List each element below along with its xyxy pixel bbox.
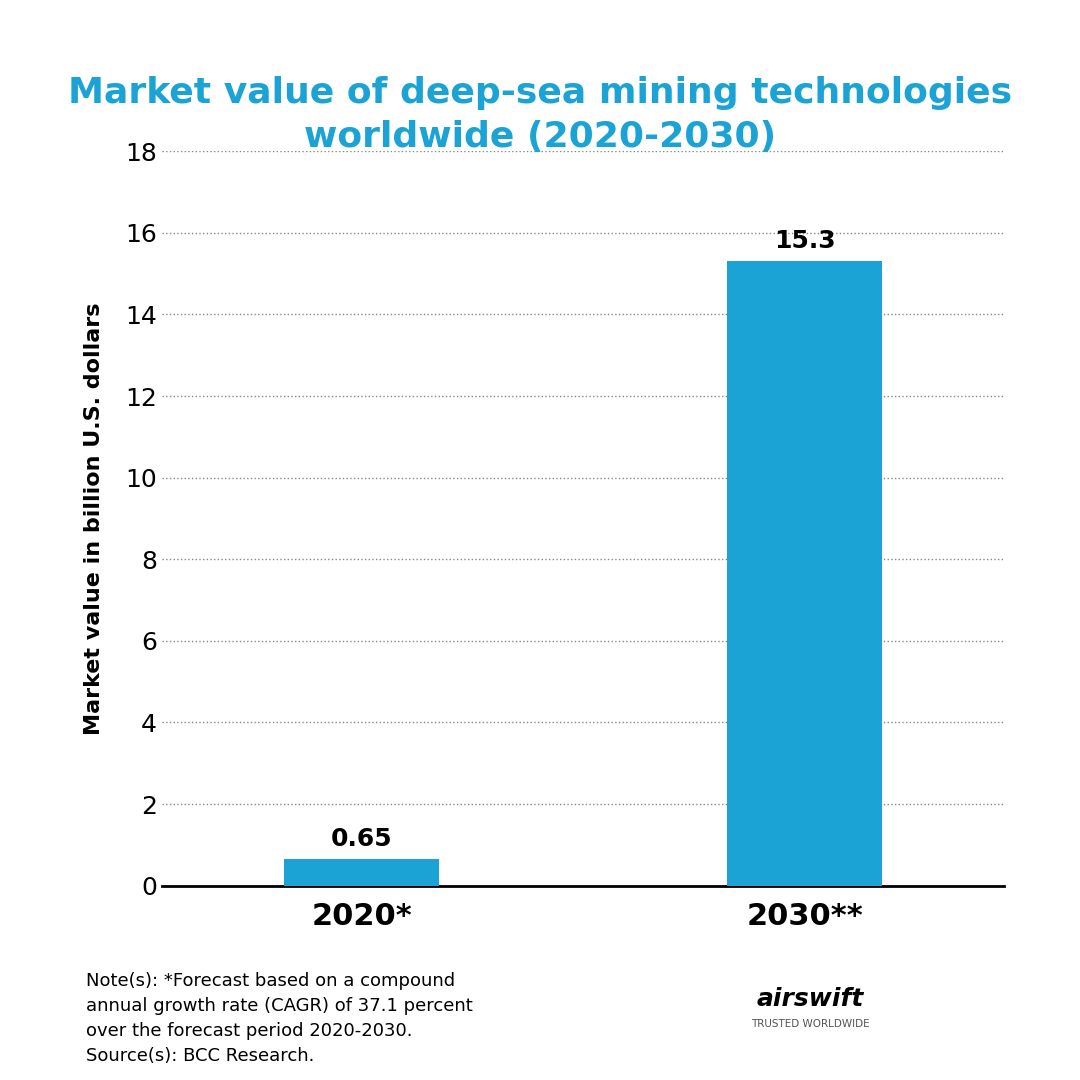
Text: Market value of deep-sea mining technologies
worldwide (2020-2030): Market value of deep-sea mining technolo… <box>68 76 1012 154</box>
Bar <box>727 261 882 886</box>
Text: Note(s): *Forecast based on a compound
annual growth rate (CAGR) of 37.1 percent: Note(s): *Forecast based on a compound a… <box>86 972 473 1065</box>
Y-axis label: Market value in billion U.S. dollars: Market value in billion U.S. dollars <box>84 302 105 734</box>
Text: 0.65: 0.65 <box>330 827 392 851</box>
Text: airswift: airswift <box>756 987 864 1011</box>
Text: 15.3: 15.3 <box>774 229 836 253</box>
Bar <box>284 859 440 886</box>
Text: TRUSTED WORLDWIDE: TRUSTED WORLDWIDE <box>751 1018 869 1029</box>
